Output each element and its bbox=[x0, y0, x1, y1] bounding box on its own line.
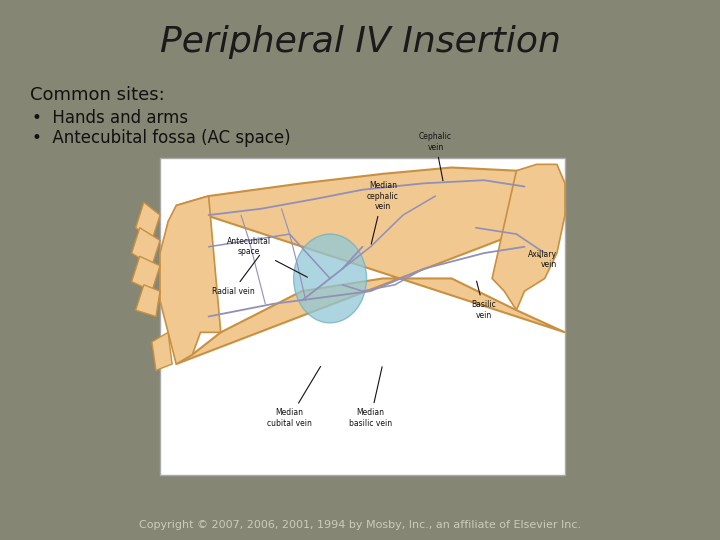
Text: •  Antecubital fossa (AC space): • Antecubital fossa (AC space) bbox=[32, 129, 291, 147]
Polygon shape bbox=[132, 256, 160, 291]
Text: Copyright © 2007, 2006, 2001, 1994 by Mosby, Inc., an affiliate of Elsevier Inc.: Copyright © 2007, 2006, 2001, 1994 by Mo… bbox=[139, 520, 581, 530]
Text: Antecubital
space: Antecubital space bbox=[227, 237, 307, 277]
Polygon shape bbox=[135, 202, 160, 240]
Text: Cephalic
vein: Cephalic vein bbox=[419, 132, 452, 181]
Text: Peripheral IV Insertion: Peripheral IV Insertion bbox=[160, 25, 560, 59]
Text: Median
cubital vein: Median cubital vein bbox=[267, 367, 320, 428]
Text: •  Hands and arms: • Hands and arms bbox=[32, 109, 188, 127]
Polygon shape bbox=[176, 167, 565, 364]
Polygon shape bbox=[492, 164, 565, 310]
Text: Median
cephalic
vein: Median cephalic vein bbox=[366, 181, 399, 244]
Text: Median
basilic vein: Median basilic vein bbox=[349, 367, 392, 428]
Text: Axillary
vein: Axillary vein bbox=[528, 249, 557, 269]
Bar bbox=[160, 158, 565, 475]
Polygon shape bbox=[160, 196, 221, 364]
Polygon shape bbox=[135, 285, 160, 316]
Polygon shape bbox=[132, 228, 160, 266]
Polygon shape bbox=[152, 332, 172, 370]
Text: Radial vein: Radial vein bbox=[212, 255, 260, 295]
Text: Basilic
vein: Basilic vein bbox=[472, 281, 496, 320]
Text: Common sites:: Common sites: bbox=[30, 86, 165, 104]
Ellipse shape bbox=[294, 234, 366, 323]
